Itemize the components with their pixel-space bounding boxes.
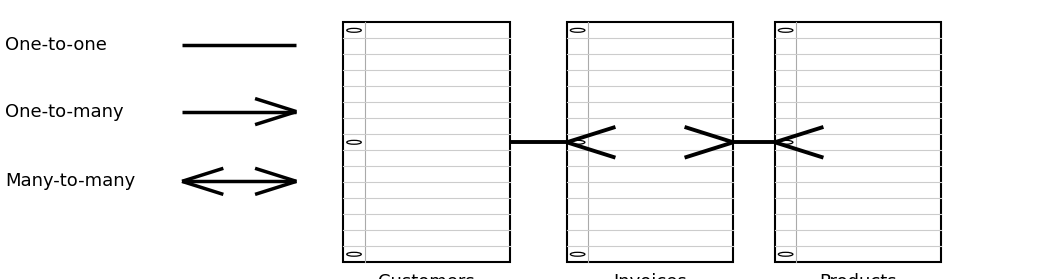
- Circle shape: [346, 28, 361, 32]
- Bar: [343, 22, 510, 262]
- Circle shape: [570, 252, 584, 256]
- Bar: [775, 22, 941, 262]
- Circle shape: [570, 140, 584, 144]
- Text: Many-to-many: Many-to-many: [5, 172, 135, 190]
- Text: Invoices: Invoices: [614, 273, 686, 279]
- Circle shape: [778, 28, 792, 32]
- Circle shape: [570, 28, 584, 32]
- Bar: [567, 22, 733, 262]
- Text: One-to-many: One-to-many: [5, 103, 124, 121]
- Circle shape: [778, 140, 792, 144]
- Text: One-to-one: One-to-one: [5, 36, 107, 54]
- Text: Products: Products: [820, 273, 896, 279]
- Circle shape: [346, 252, 361, 256]
- Circle shape: [778, 252, 792, 256]
- Circle shape: [346, 140, 361, 144]
- Text: Customers: Customers: [378, 273, 475, 279]
